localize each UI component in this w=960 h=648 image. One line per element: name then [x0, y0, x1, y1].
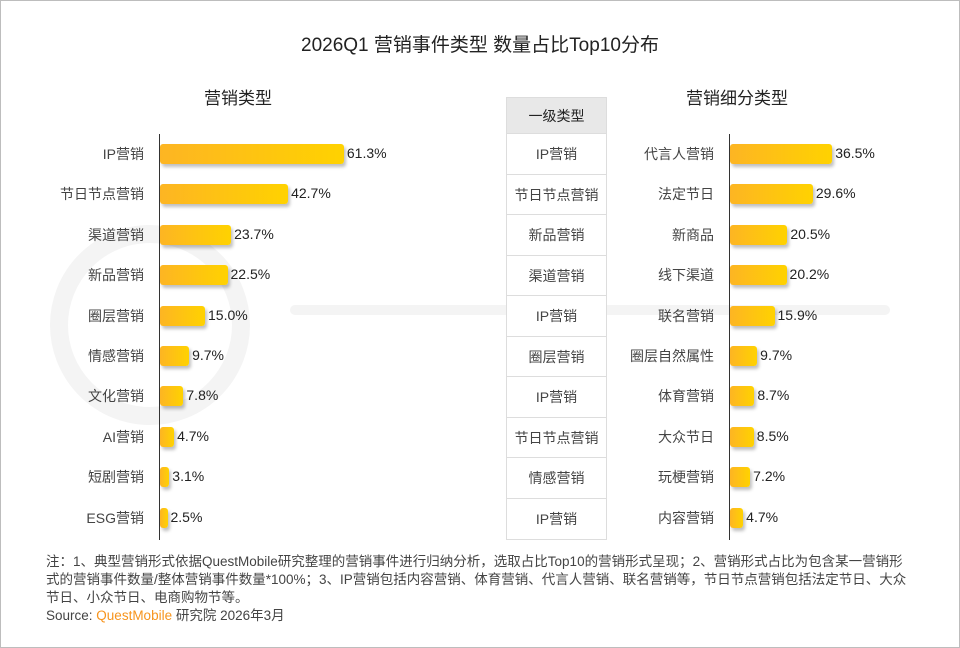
source: Source: QuestMobile 研究院 2026年3月: [46, 607, 916, 625]
bar: [160, 305, 205, 326]
right-chart-title: 营销细分类型: [686, 89, 788, 108]
bar: [160, 265, 228, 286]
bar: [160, 386, 184, 407]
table-cell: 新品营销: [507, 215, 606, 256]
value-label: 8.5%: [756, 427, 789, 444]
value-label: 4.7%: [177, 427, 210, 444]
table-cell: IP营销: [535, 510, 578, 527]
source-brand: QuestMobile: [96, 608, 173, 623]
bar: [730, 386, 755, 407]
table-cell: 节日节点营销: [507, 418, 606, 458]
category-label: 情感营销: [88, 348, 144, 364]
category-label: 文化营销: [88, 388, 144, 405]
category-label: ESG营销: [86, 509, 144, 526]
table-cell: 节日节点营销: [507, 175, 606, 215]
value-label: 61.3%: [346, 145, 387, 161]
table-cell: IP营销: [507, 377, 606, 418]
value-label: 3.1%: [172, 468, 205, 485]
value-label: 2.5%: [170, 508, 203, 525]
category-label: AI营销: [102, 428, 144, 445]
category-label: 新品营销: [88, 267, 144, 284]
category-label: 玩梗营销: [658, 469, 714, 486]
source-rest: 研究院 2026年3月: [175, 608, 285, 623]
table-cell: 情感营销: [507, 458, 606, 499]
category-label: 线下渠道: [658, 267, 714, 284]
table-cell: IP营销: [507, 134, 606, 175]
category-label: 圈层自然属性: [630, 348, 714, 364]
category-label: 联名营销: [658, 307, 714, 324]
value-label: 9.7%: [192, 347, 225, 363]
value-label: 8.7%: [757, 387, 790, 404]
value-label: 20.2%: [789, 266, 830, 283]
bar: [730, 265, 787, 286]
value-label: 36.5%: [835, 145, 875, 161]
bar: [160, 346, 190, 366]
table-cell: 圈层营销: [507, 337, 606, 377]
value-label: 15.9%: [777, 306, 818, 323]
left-chart-title: 营销类型: [204, 89, 272, 108]
bar: [160, 184, 289, 205]
bar: [730, 346, 758, 366]
value-label: 42.7%: [291, 185, 331, 202]
footnote: 注：1、典型营销形式依据QuestMobile研究整理的营销事件进行归纳分析，选…: [46, 554, 907, 605]
footer: 注：1、典型营销形式依据QuestMobile研究整理的营销事件进行归纳分析，选…: [46, 553, 916, 625]
category-table: 一级类型 IP营销 节日节点营销 新品营销 渠道营销 IP营销 圈层营销 IP营销 节日节点营…: [506, 97, 607, 540]
value-label: 22.5%: [230, 266, 271, 283]
category-label: 节日节点营销: [60, 186, 144, 203]
bar: [160, 507, 168, 528]
category-label: 渠道营销: [88, 226, 144, 243]
chart-title: 2026Q1 营销事件类型 数量占比Top10分布: [301, 35, 659, 56]
category-label: 大众节日: [658, 428, 714, 445]
value-label: 29.6%: [815, 185, 856, 202]
table-header: 一级类型: [507, 98, 606, 134]
bar: [730, 426, 754, 447]
category-label: 代言人营销: [644, 146, 714, 162]
category-label: 体育营销: [658, 388, 714, 405]
bar: [160, 426, 175, 447]
right-axis: [729, 134, 730, 540]
value-label: 15.0%: [208, 306, 248, 323]
bar: [730, 507, 744, 528]
category-label: 短剧营销: [88, 469, 144, 486]
bar: [730, 305, 775, 326]
value-label: 7.2%: [753, 468, 786, 485]
value-label: 23.7%: [234, 225, 274, 242]
bar: [730, 467, 751, 488]
value-label: 9.7%: [760, 347, 793, 363]
category-label: 新商品: [672, 226, 714, 243]
table-cell: 渠道营销: [507, 256, 606, 296]
category-label: 法定节日: [658, 186, 714, 203]
category-label: 内容营销: [658, 509, 714, 526]
bar: [160, 144, 344, 164]
bar: [160, 467, 170, 488]
bar: [730, 144, 833, 164]
category-label: IP营销: [102, 146, 144, 162]
table-cell: IP营销: [507, 296, 606, 337]
value-label: 7.8%: [186, 387, 219, 404]
value-label: 20.5%: [790, 225, 831, 242]
value-label: 4.7%: [746, 508, 779, 525]
category-label: 圈层营销: [88, 307, 144, 324]
source-label: Source:: [46, 608, 93, 623]
bar: [730, 224, 788, 245]
bar: [730, 184, 813, 205]
left-axis: [159, 134, 160, 540]
bar: [160, 224, 232, 245]
